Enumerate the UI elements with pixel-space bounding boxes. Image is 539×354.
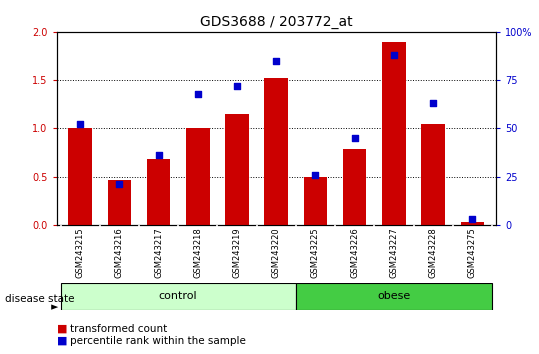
- Text: GSM243275: GSM243275: [468, 228, 477, 279]
- Point: [154, 153, 163, 158]
- Bar: [186, 128, 210, 225]
- Bar: [265, 78, 288, 225]
- Bar: [421, 124, 445, 225]
- Text: ■: ■: [57, 324, 67, 333]
- Point: [194, 91, 202, 96]
- Bar: [68, 128, 92, 225]
- Point: [76, 122, 85, 127]
- Point: [272, 58, 281, 64]
- Point: [350, 135, 359, 141]
- Point: [311, 172, 320, 177]
- Text: transformed count: transformed count: [70, 324, 167, 333]
- Point: [233, 83, 241, 89]
- Text: GSM243228: GSM243228: [429, 228, 438, 279]
- Text: GSM243227: GSM243227: [389, 228, 398, 279]
- Bar: [147, 159, 170, 225]
- Text: GSM243215: GSM243215: [75, 228, 85, 278]
- Bar: [382, 41, 406, 225]
- Point: [468, 216, 476, 222]
- Text: GSM243216: GSM243216: [115, 228, 124, 279]
- Text: control: control: [159, 291, 197, 302]
- Point: [115, 182, 123, 187]
- Text: GSM243218: GSM243218: [194, 228, 202, 279]
- Bar: [225, 114, 249, 225]
- Bar: [296, 283, 492, 310]
- Text: ■: ■: [57, 336, 67, 346]
- Text: percentile rank within the sample: percentile rank within the sample: [70, 336, 246, 346]
- Bar: [343, 149, 367, 225]
- Text: GSM243225: GSM243225: [311, 228, 320, 278]
- Text: GSM243220: GSM243220: [272, 228, 281, 278]
- Text: GSM243226: GSM243226: [350, 228, 359, 279]
- Title: GDS3688 / 203772_at: GDS3688 / 203772_at: [200, 16, 353, 29]
- Bar: [60, 283, 296, 310]
- Text: disease state: disease state: [5, 294, 75, 304]
- Text: GSM243219: GSM243219: [232, 228, 241, 278]
- Point: [429, 101, 438, 106]
- Text: GSM243217: GSM243217: [154, 228, 163, 279]
- Bar: [108, 181, 131, 225]
- Point: [390, 52, 398, 58]
- Bar: [303, 177, 327, 225]
- Bar: [461, 222, 484, 225]
- Text: obese: obese: [377, 291, 411, 302]
